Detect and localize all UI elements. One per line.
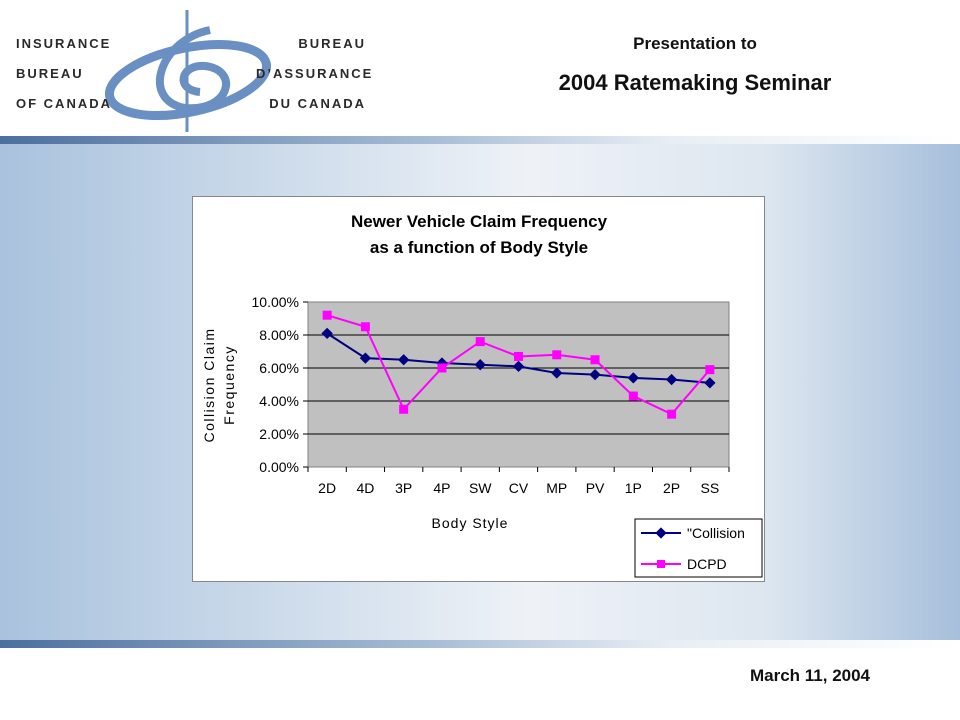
seminar-title: 2004 Ratemaking Seminar xyxy=(558,70,832,95)
data-point-dcpd xyxy=(705,365,715,375)
data-point-collision xyxy=(359,352,372,364)
data-point-collision xyxy=(474,359,486,371)
y-tick-label: 10.00% xyxy=(252,294,299,310)
series-layer xyxy=(321,310,716,419)
logo-text-fr-line1: Bureau xyxy=(298,36,366,51)
data-point-dcpd xyxy=(628,391,638,401)
ibc-logo-swirl-icon xyxy=(104,10,272,132)
plot-area xyxy=(307,301,730,468)
x-tick-label: 2P xyxy=(663,480,680,496)
presentation-to-label: Presentation to xyxy=(633,34,757,53)
data-point-dcpd xyxy=(437,363,447,373)
y-tick-label: 0.00% xyxy=(259,459,299,475)
data-point-collision xyxy=(551,367,563,379)
chart-title-line1: Newer Vehicle Claim Frequency xyxy=(351,212,608,231)
y-tick-label: 2.00% xyxy=(259,426,299,442)
data-point-dcpd xyxy=(360,322,370,332)
logo-text-en-line1: Insurance xyxy=(16,36,112,51)
data-point-dcpd xyxy=(667,409,677,419)
data-point-collision xyxy=(321,327,333,340)
y-axis-label-line2: Frequency xyxy=(221,345,237,425)
data-point-collision xyxy=(398,354,410,366)
x-tick-label: 4D xyxy=(356,480,374,496)
bottom-divider-band xyxy=(0,640,960,648)
x-axis-ticks: 2D 4D 3P 4P SW CV MP PV 1P 2P SS xyxy=(307,467,730,496)
x-axis-label: Body Style xyxy=(432,515,509,531)
x-tick-label: 2D xyxy=(318,480,336,496)
y-axis-label-line1: Collision Claim xyxy=(201,327,217,442)
data-point-collision xyxy=(704,377,716,389)
data-point-dcpd xyxy=(475,337,485,347)
y-axis-ticks: 0.00% 2.00% 4.00% 6.00% 8.00% 10.00% xyxy=(252,294,308,475)
x-tick-label: 3P xyxy=(395,480,412,496)
logo-text-fr-line3: du Canada xyxy=(269,96,366,111)
chart-container: Newer Vehicle Claim Frequency as a funct… xyxy=(192,196,765,582)
legend-dcpd-marker xyxy=(657,560,665,568)
legend-collision-label: "Collision xyxy=(687,525,745,541)
header: Insurance Bureau of Canada Bureau d’assu… xyxy=(0,0,960,136)
data-point-collision xyxy=(512,360,525,373)
x-tick-label: PV xyxy=(586,480,605,496)
legend-collision-marker xyxy=(655,527,667,539)
data-point-dcpd xyxy=(590,355,600,365)
x-tick-label: SS xyxy=(701,480,720,496)
x-tick-label: MP xyxy=(546,480,567,496)
y-tick-label: 6.00% xyxy=(259,360,299,376)
data-point-dcpd xyxy=(514,351,523,361)
y-tick-label: 4.00% xyxy=(259,393,299,409)
legend: "Collision DCPD xyxy=(634,518,763,578)
chart-title-line2: as a function of Body Style xyxy=(370,238,588,257)
logo-text-en-line3: of Canada xyxy=(16,96,112,111)
x-tick-label: SW xyxy=(469,480,492,496)
presentation-date: March 11, 2004 xyxy=(749,666,871,685)
data-point-dcpd xyxy=(322,310,332,320)
legend-dcpd-label: DCPD xyxy=(687,556,727,572)
logo-text-fr-line2: d’assurance xyxy=(256,66,374,81)
x-tick-label: 1P xyxy=(625,480,642,496)
data-point-dcpd xyxy=(552,350,562,360)
y-tick-label: 8.00% xyxy=(259,327,299,343)
logo-text-en-line2: Bureau xyxy=(16,66,84,81)
x-tick-label: 4P xyxy=(433,480,450,496)
line-chart: Newer Vehicle Claim Frequency as a funct… xyxy=(201,212,763,578)
data-point-collision xyxy=(665,373,678,386)
x-tick-label: CV xyxy=(509,480,529,496)
data-point-collision xyxy=(589,368,601,381)
top-divider-band xyxy=(0,136,960,144)
data-point-dcpd xyxy=(399,404,409,414)
legend-box xyxy=(634,518,763,578)
data-point-collision xyxy=(627,372,639,384)
